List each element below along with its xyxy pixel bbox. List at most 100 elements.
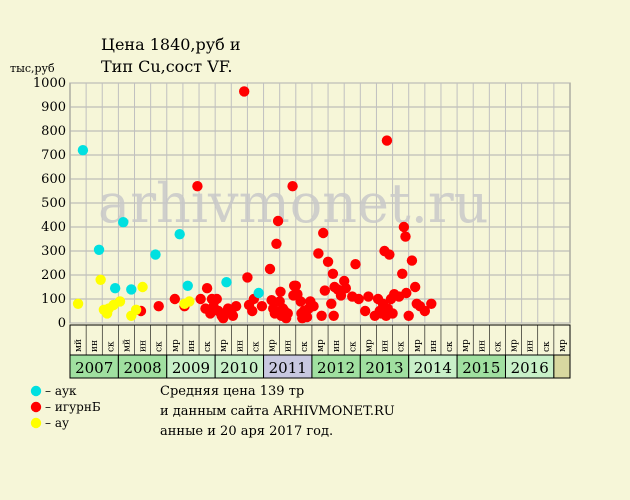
quarter-label: ск: [493, 341, 503, 352]
data-point: [109, 283, 121, 294]
quarter-row: [69, 324, 571, 356]
legend-marker: [30, 417, 42, 429]
year-label: 2016: [511, 359, 549, 377]
data-point: [363, 291, 374, 302]
data-point: [403, 310, 414, 321]
data-point: [256, 301, 268, 312]
data-point: [287, 181, 298, 192]
quarter-label: ск: [106, 341, 116, 352]
data-point: [419, 305, 431, 317]
data-point: [184, 296, 195, 307]
data-point: [114, 296, 126, 307]
data-point: [174, 229, 185, 240]
data-point: [387, 308, 398, 319]
data-point: [406, 255, 418, 266]
quarter-label: мр: [316, 339, 326, 352]
quarter-label: мр: [558, 339, 568, 352]
y-tick-label: 100: [41, 292, 66, 307]
quarter-label: мр: [461, 339, 471, 352]
data-point: [301, 311, 313, 323]
info-text: Средняя цена 139 тр и данным сайта ARHIVM…: [160, 384, 395, 439]
quarter-label: ин: [90, 340, 100, 352]
data-point: [238, 86, 250, 97]
quarter-label: ск: [155, 341, 165, 352]
data-point: [426, 298, 437, 309]
data-point: [350, 259, 361, 270]
data-point: [118, 217, 129, 228]
data-point: [201, 283, 213, 294]
year-label: 2007: [75, 359, 113, 377]
quarter-label: ин: [332, 340, 342, 352]
y-axis-ticks: 0 100 200 300 400 500 600 700 800 900 1000: [33, 76, 66, 331]
data-points: [72, 86, 437, 324]
quarter-label: ск: [542, 341, 552, 352]
quarter-label: ск: [300, 341, 310, 352]
quarter-label: мй: [122, 339, 132, 352]
data-point: [211, 293, 222, 305]
data-point: [137, 281, 148, 293]
data-point: [290, 280, 302, 291]
data-point: [271, 238, 282, 249]
y-tick-label: 300: [41, 244, 66, 259]
data-point: [401, 287, 412, 299]
data-point: [322, 256, 334, 267]
data-point: [264, 263, 276, 275]
quarter-label: мр: [219, 339, 229, 352]
data-point: [397, 268, 408, 279]
quarter-label: ск: [348, 341, 358, 352]
quarter-label: мр: [268, 339, 278, 352]
data-point: [328, 310, 339, 321]
quarter-label: ск: [397, 341, 407, 352]
data-point: [130, 304, 142, 315]
quarter-label: ин: [235, 340, 245, 352]
legend-label: – аук: [45, 384, 77, 398]
data-point: [409, 281, 421, 293]
data-point: [150, 249, 161, 260]
legend: – аук – игурнБ – ау: [30, 384, 101, 430]
legend-label: – игурнБ: [45, 400, 101, 414]
quarter-label: ин: [429, 340, 439, 352]
data-point: [359, 305, 371, 317]
info-line: и данным сайта ARHIVMONET.RU: [160, 404, 395, 419]
data-point: [192, 181, 203, 192]
quarter-label: ин: [284, 340, 294, 352]
data-point: [381, 135, 393, 146]
y-tick-label: 800: [41, 124, 66, 139]
y-tick-label: 600: [41, 172, 66, 187]
data-point: [318, 227, 329, 239]
y-tick-label: 400: [41, 220, 66, 235]
data-point: [72, 298, 84, 309]
quarter-label: ск: [445, 341, 455, 352]
quarter-labels: мй ин ск мй ин ск мр ин ск мр ин ск мр ин ск мр ин ск мр ин…: [69, 324, 571, 356]
quarter-label: ск: [251, 341, 261, 352]
grid: [69, 82, 571, 324]
year-band-tail: [553, 354, 571, 379]
data-point: [313, 248, 324, 259]
data-point: [319, 285, 331, 296]
quarter-label: мр: [171, 339, 181, 352]
data-point: [242, 272, 253, 283]
quarter-label: ин: [381, 340, 391, 352]
legend-marker: [30, 401, 42, 413]
data-point: [353, 293, 364, 305]
data-point: [230, 301, 242, 312]
legend-label: – ау: [45, 416, 69, 430]
info-line: анные и 20 аря 2017 год.: [160, 424, 333, 439]
quarter-label: ин: [526, 340, 536, 352]
data-point: [227, 310, 239, 321]
y-tick-label: 900: [41, 100, 66, 115]
data-point: [253, 287, 264, 299]
data-point: [398, 221, 410, 233]
year-label: 2011: [269, 359, 307, 377]
chart-title-line2: Тип Cu,сост VF.: [101, 57, 232, 76]
year-label: 2008: [123, 359, 161, 377]
year-label: 2014: [414, 359, 452, 377]
y-tick-label: 200: [41, 268, 66, 283]
data-point: [153, 301, 164, 312]
data-point: [316, 310, 327, 321]
data-point: [77, 145, 89, 156]
data-point: [340, 283, 352, 294]
quarter-label: ск: [203, 341, 213, 352]
chart-title-line1: Цена 1840,руб и: [101, 35, 241, 54]
data-point: [275, 286, 286, 297]
